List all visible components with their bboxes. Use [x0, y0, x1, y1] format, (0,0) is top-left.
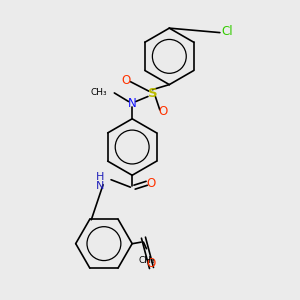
- Text: O: O: [147, 177, 156, 190]
- Text: H
N: H N: [96, 172, 104, 191]
- Text: Cl: Cl: [221, 25, 233, 38]
- Text: N: N: [128, 98, 136, 110]
- Text: O: O: [159, 105, 168, 118]
- Text: S: S: [148, 87, 157, 100]
- Text: CH₃: CH₃: [90, 88, 107, 97]
- Text: CH₃: CH₃: [138, 256, 155, 265]
- Text: O: O: [147, 257, 156, 270]
- Text: O: O: [122, 74, 131, 87]
